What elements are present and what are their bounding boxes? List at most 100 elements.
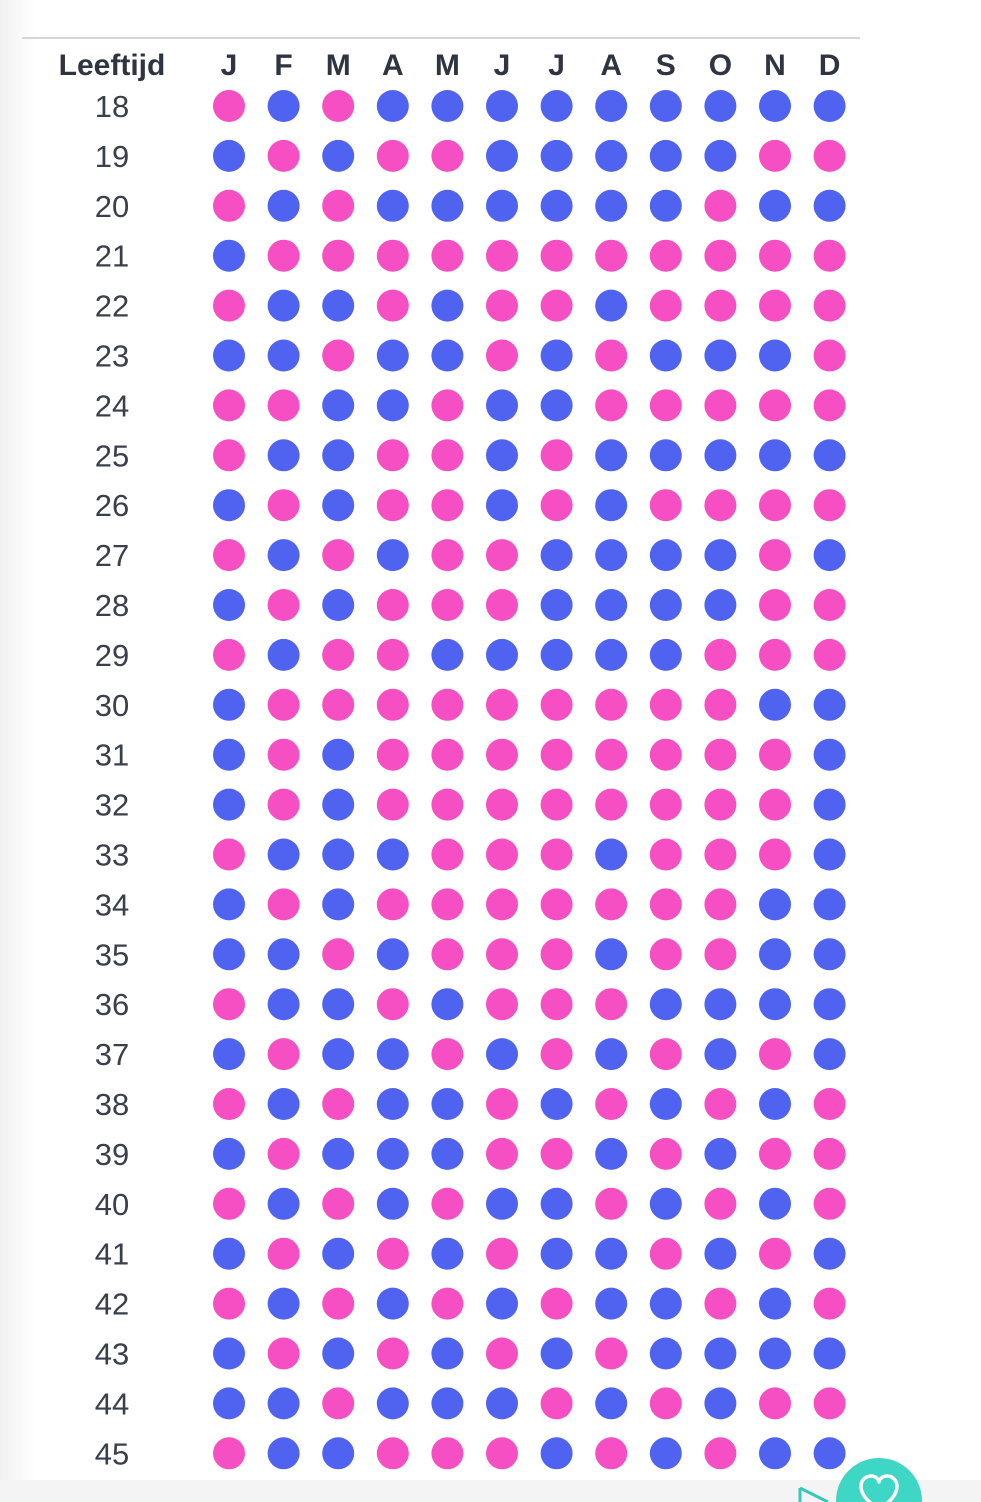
- blue-dot: [704, 539, 737, 572]
- pink-dot: [267, 888, 300, 921]
- pink-dot: [813, 389, 846, 422]
- pink-dot: [540, 489, 573, 522]
- age-label: 22: [95, 289, 129, 324]
- pink-dot: [759, 589, 791, 621]
- blue-dot: [813, 888, 846, 921]
- pink-dot: [213, 289, 245, 322]
- pink-dot: [376, 1237, 409, 1270]
- age-label: 19: [95, 139, 129, 174]
- pink-dot: [322, 1187, 355, 1220]
- pink-dot: [376, 289, 409, 322]
- pink-dot: [322, 1088, 355, 1120]
- pink-dot: [322, 189, 355, 222]
- age-label: 28: [95, 588, 129, 623]
- blue-dot: [431, 1237, 464, 1270]
- blue-dot: [322, 1237, 355, 1270]
- blue-dot: [540, 589, 573, 621]
- blue-dot: [649, 1337, 682, 1370]
- pink-dot: [813, 239, 846, 272]
- age-label: 30: [95, 688, 129, 723]
- pink-dot: [431, 1187, 464, 1220]
- pink-dot: [540, 738, 573, 771]
- pink-dot: [704, 638, 737, 671]
- blue-dot: [704, 1387, 737, 1420]
- blue-dot: [595, 838, 628, 871]
- blue-dot: [649, 988, 682, 1021]
- pink-dot: [431, 589, 464, 621]
- pink-dot: [431, 838, 464, 871]
- pink-dot: [486, 738, 518, 771]
- blue-dot: [813, 838, 846, 871]
- send-icon[interactable]: [798, 1486, 832, 1502]
- blue-dot: [213, 1038, 245, 1071]
- blue-dot: [267, 838, 300, 871]
- blue-dot: [595, 539, 628, 572]
- blue-dot: [759, 439, 791, 472]
- blue-dot: [759, 339, 791, 372]
- pink-dot: [704, 888, 737, 921]
- blue-dot: [267, 189, 300, 222]
- pink-dot: [540, 1387, 573, 1420]
- blue-dot: [813, 539, 846, 572]
- pink-dot: [486, 688, 518, 721]
- pink-dot: [813, 289, 846, 322]
- pink-dot: [813, 1387, 846, 1420]
- blue-dot: [595, 1038, 628, 1071]
- month-header: A: [382, 49, 404, 82]
- pink-dot: [595, 1088, 628, 1120]
- pink-dot: [540, 1038, 573, 1071]
- pink-dot: [213, 1287, 245, 1320]
- blue-dot: [213, 738, 245, 771]
- pink-dot: [267, 389, 300, 422]
- blue-dot: [540, 638, 573, 671]
- blue-dot: [813, 1437, 846, 1470]
- blue-dot: [213, 1337, 245, 1370]
- blue-dot: [213, 888, 245, 921]
- blue-dot: [376, 389, 409, 422]
- pink-dot: [649, 888, 682, 921]
- pink-dot: [649, 1038, 682, 1071]
- age-label: 26: [95, 488, 129, 523]
- age-label: 31: [95, 738, 129, 773]
- blue-dot: [759, 189, 791, 222]
- pink-dot: [649, 289, 682, 322]
- pink-dot: [486, 339, 518, 372]
- pink-dot: [813, 139, 846, 172]
- blue-dot: [649, 638, 682, 671]
- blue-dot: [486, 90, 518, 122]
- pink-dot: [540, 239, 573, 272]
- pink-dot: [267, 1337, 300, 1370]
- blue-dot: [813, 1337, 846, 1370]
- pink-dot: [813, 1088, 846, 1120]
- blue-dot: [704, 1337, 737, 1370]
- blue-dot: [540, 1187, 573, 1220]
- blue-dot: [322, 1038, 355, 1071]
- pink-dot: [704, 938, 737, 971]
- blue-dot: [431, 339, 464, 372]
- pink-dot: [649, 738, 682, 771]
- blue-dot: [540, 539, 573, 572]
- blue-dot: [540, 1437, 573, 1470]
- blue-dot: [486, 1387, 518, 1420]
- blue-dot: [267, 339, 300, 372]
- blue-dot: [213, 139, 245, 172]
- pink-dot: [540, 938, 573, 971]
- blue-dot: [540, 1088, 573, 1120]
- pink-dot: [213, 1088, 245, 1120]
- blue-dot: [595, 289, 628, 322]
- pink-dot: [595, 738, 628, 771]
- blue-dot: [704, 1038, 737, 1071]
- blue-dot: [759, 688, 791, 721]
- pink-dot: [431, 1437, 464, 1470]
- pink-dot: [759, 838, 791, 871]
- pink-dot: [213, 988, 245, 1021]
- blue-dot: [376, 339, 409, 372]
- pink-dot: [376, 738, 409, 771]
- blue-dot: [540, 139, 573, 172]
- blue-dot: [486, 389, 518, 422]
- pink-dot: [486, 539, 518, 572]
- blue-dot: [431, 988, 464, 1021]
- pink-dot: [431, 139, 464, 172]
